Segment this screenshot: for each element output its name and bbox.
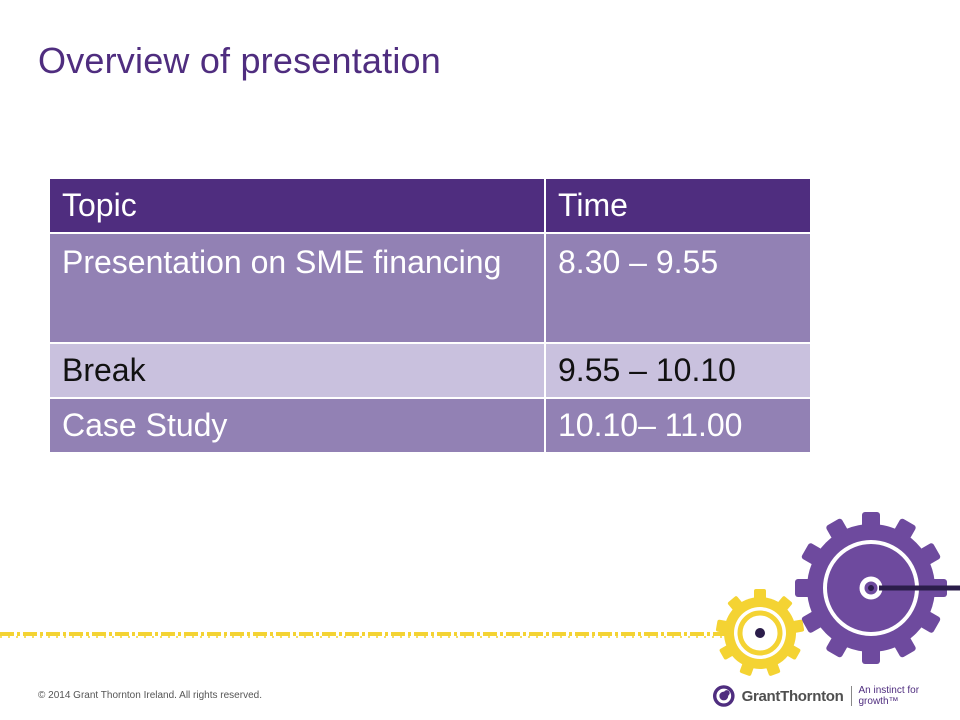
topic-cell: Case Study <box>48 397 546 454</box>
table-row: Case Study 10.10– 11.00 <box>48 397 812 454</box>
logo-wordmark: GrantThornton <box>741 687 844 705</box>
time-cell: 8.30 – 9.55 <box>544 232 812 344</box>
column-header-time: Time <box>544 177 812 234</box>
purple-gear-icon <box>795 512 960 664</box>
decorative-dotted-line <box>0 632 735 638</box>
time-cell: 10.10– 11.00 <box>544 397 812 454</box>
logo-divider <box>850 686 852 706</box>
topic-cell: Break <box>48 342 546 399</box>
grant-thornton-logo: GrantThornton An instinct for growth™ <box>712 682 960 710</box>
copyright-footer: © 2014 Grant Thornton Ireland. All right… <box>38 690 262 701</box>
table-row: Presentation on SME financing 8.30 – 9.5… <box>48 232 812 344</box>
logo-tagline: An instinct for growth™ <box>858 685 920 707</box>
table-header-row: Topic Time <box>48 177 812 234</box>
agenda-table: Topic Time Presentation on SME financing… <box>48 177 812 454</box>
slide-title: Overview of presentation <box>38 40 441 81</box>
table-row: Break 9.55 – 10.10 <box>48 342 812 399</box>
grant-thornton-logo-icon <box>712 685 735 707</box>
topic-cell: Presentation on SME financing <box>48 232 546 344</box>
column-header-topic: Topic <box>48 177 546 234</box>
time-cell: 9.55 – 10.10 <box>544 342 812 399</box>
